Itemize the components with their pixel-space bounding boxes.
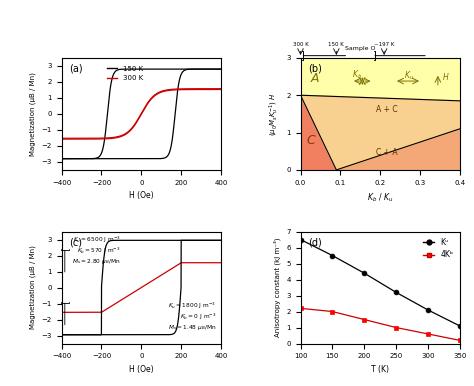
X-axis label: H (Oe): H (Oe) bbox=[129, 365, 154, 374]
X-axis label: $K_b\ /\ K_u$: $K_b\ /\ K_u$ bbox=[367, 191, 393, 204]
Y-axis label: $(\mu_0 M_s K_u^{-1})\ H$: $(\mu_0 M_s K_u^{-1})\ H$ bbox=[267, 92, 281, 136]
Text: A: A bbox=[310, 72, 319, 85]
Text: (c): (c) bbox=[70, 237, 82, 247]
Text: 150 K: 150 K bbox=[328, 42, 344, 47]
Y-axis label: Anisotropy constant (kJ m⁻³): Anisotropy constant (kJ m⁻³) bbox=[273, 238, 281, 337]
Text: $K_b = 0\ \mathrm{J\ m^{-3}}$: $K_b = 0\ \mathrm{J\ m^{-3}}$ bbox=[180, 312, 216, 322]
Y-axis label: Magnetization (μB / Mn): Magnetization (μB / Mn) bbox=[29, 72, 36, 156]
Legend: Kᵘ, 4Kᵇ: Kᵘ, 4Kᵇ bbox=[421, 235, 456, 262]
Text: (a): (a) bbox=[70, 64, 83, 73]
Text: $M_s = 1.48\ \mu_B/\mathrm{Mn}$: $M_s = 1.48\ \mu_B/\mathrm{Mn}$ bbox=[168, 323, 216, 332]
Text: C: C bbox=[307, 134, 315, 147]
Text: $M_s = 2.80\ \mu_B/\mathrm{Mn}$: $M_s = 2.80\ \mu_B/\mathrm{Mn}$ bbox=[72, 257, 120, 266]
Text: $K_u$: $K_u$ bbox=[404, 69, 414, 82]
Text: $K_b = 570\ \mathrm{J\ m^{-3}}$: $K_b = 570\ \mathrm{J\ m^{-3}}$ bbox=[77, 246, 120, 256]
X-axis label: H (Oe): H (Oe) bbox=[129, 191, 154, 200]
Text: $K_b$: $K_b$ bbox=[352, 68, 363, 81]
Polygon shape bbox=[301, 95, 460, 170]
Text: Sample O: Sample O bbox=[345, 46, 375, 51]
Text: $K_u = 6500\ \mathrm{J\ m^{-3}}$: $K_u = 6500\ \mathrm{J\ m^{-3}}$ bbox=[73, 235, 120, 245]
Legend: 150 K, 300 K: 150 K, 300 K bbox=[105, 64, 146, 83]
Text: (b): (b) bbox=[309, 64, 322, 73]
X-axis label: T (K): T (K) bbox=[371, 365, 389, 374]
Y-axis label: Magnetization (μB / Mn): Magnetization (μB / Mn) bbox=[29, 245, 36, 330]
Text: (d): (d) bbox=[309, 237, 322, 247]
Text: $K_u = 1800\ \mathrm{J\ m^{-3}}$: $K_u = 1800\ \mathrm{J\ m^{-3}}$ bbox=[168, 301, 216, 311]
Text: C + A: C + A bbox=[376, 148, 398, 157]
Polygon shape bbox=[301, 95, 337, 170]
Text: 300 K: 300 K bbox=[292, 42, 309, 47]
Text: $H$: $H$ bbox=[442, 71, 449, 82]
Text: ~197 K: ~197 K bbox=[374, 42, 394, 47]
Polygon shape bbox=[337, 129, 460, 170]
Text: A + C: A + C bbox=[376, 105, 398, 114]
